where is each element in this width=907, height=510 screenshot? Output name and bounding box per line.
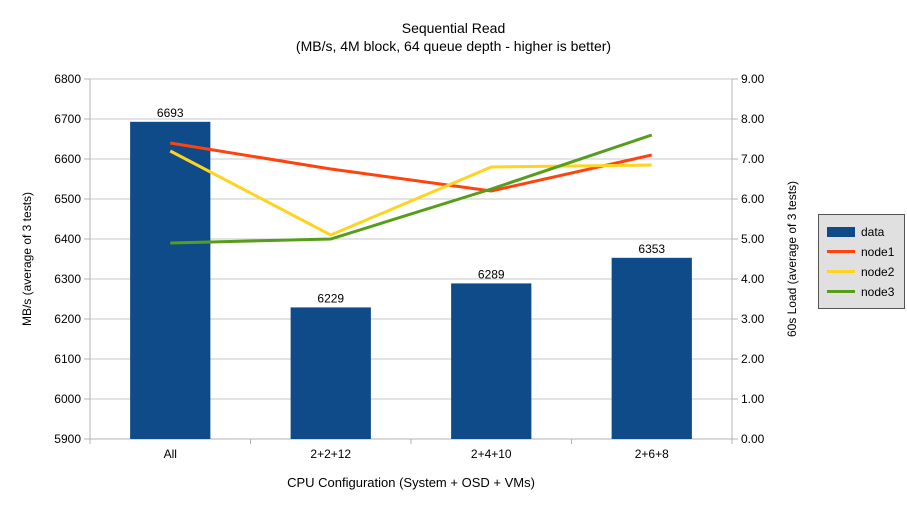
x-category-label: 2+6+8 xyxy=(635,447,669,461)
chart-title-line2: (MB/s, 4M block, 64 queue depth - higher… xyxy=(295,38,612,54)
left-axis-title: MB/s (average of 3 tests) xyxy=(20,191,34,327)
left-tick-label: 6700 xyxy=(54,112,81,126)
bar-value-label: 6229 xyxy=(317,291,344,305)
left-tick-label: 6800 xyxy=(54,72,81,86)
right-tick-label: 4.00 xyxy=(741,272,765,286)
legend-label-node2: node2 xyxy=(861,264,895,279)
legend-label-node3: node3 xyxy=(861,284,895,299)
legend-label-node1: node1 xyxy=(861,244,895,259)
left-tick-label: 6200 xyxy=(54,312,81,326)
legend-swatch-data xyxy=(827,226,855,237)
left-tick-label: 6000 xyxy=(54,392,81,406)
legend-row-node2: node2 xyxy=(827,262,904,281)
right-tick-label: 5.00 xyxy=(741,232,765,246)
line-node2 xyxy=(169,149,652,237)
legend-row-data: data xyxy=(827,222,904,241)
left-tick-label: 6500 xyxy=(54,192,81,206)
right-tick-label: 8.00 xyxy=(741,112,765,126)
chart-title-line1: Sequential Read xyxy=(401,20,506,36)
left-tick-label: 6300 xyxy=(54,272,81,286)
chart-title: Sequential Read (MB/s, 4M block, 64 queu… xyxy=(0,19,907,55)
bar-value-label: 6353 xyxy=(638,242,665,256)
x-category-label: All xyxy=(164,447,177,461)
right-tick-label: 9.00 xyxy=(741,72,765,86)
legend: data node1 node2 node3 xyxy=(818,214,905,309)
bar-value-label: 6289 xyxy=(478,267,505,281)
bar-value-label: 6693 xyxy=(157,106,184,120)
x-category-label: 2+4+10 xyxy=(471,447,512,461)
left-tick-label: 6600 xyxy=(54,152,81,166)
legend-row-node1: node1 xyxy=(827,242,904,261)
left-tick-label: 6400 xyxy=(54,232,81,246)
right-tick-label: 3.00 xyxy=(741,312,765,326)
line-node3 xyxy=(170,133,653,245)
right-tick-label: 1.00 xyxy=(741,392,765,406)
left-tick-label: 5900 xyxy=(54,432,81,446)
legend-swatch-node2 xyxy=(827,270,855,273)
right-tick-label: 0.00 xyxy=(741,432,765,446)
legend-swatch-node3 xyxy=(827,290,855,293)
bar-data xyxy=(290,307,371,439)
bar-data xyxy=(611,257,692,439)
line-node1 xyxy=(170,141,653,193)
right-tick-label: 7.00 xyxy=(741,152,765,166)
legend-row-node3: node3 xyxy=(827,282,904,301)
x-category-label: 2+2+12 xyxy=(310,447,351,461)
legend-label-data: data xyxy=(861,224,885,239)
left-tick-label: 6100 xyxy=(54,352,81,366)
bar-data xyxy=(451,283,532,439)
bar-data xyxy=(130,121,211,440)
x-axis-title: CPU Configuration (System + OSD + VMs) xyxy=(287,475,535,490)
right-tick-label: 2.00 xyxy=(741,352,765,366)
legend-swatch-node1 xyxy=(827,250,855,253)
right-axis-title: 60s Load (average of 3 tests) xyxy=(785,180,799,338)
right-tick-label: 6.00 xyxy=(741,192,765,206)
